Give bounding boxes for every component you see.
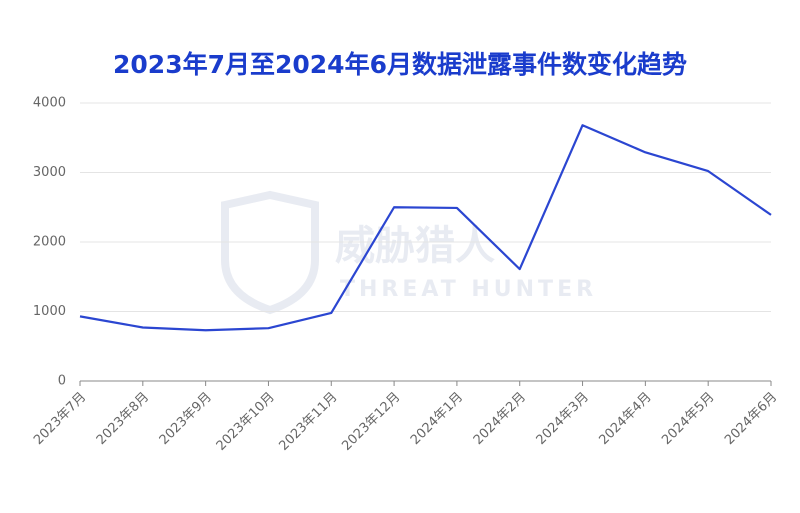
y-tick-label: 0 (58, 374, 66, 389)
y-tick-label: 3000 (33, 165, 66, 180)
y-tick-label: 4000 (33, 96, 66, 111)
chart-title: 2023年7月至2024年6月数据泄露事件数变化趋势 (113, 50, 687, 79)
y-tick-label: 1000 (33, 304, 66, 319)
line (79, 124, 772, 332)
watermark-logo (221, 190, 319, 315)
watermark-text: THREAT HUNTER (340, 277, 597, 302)
y-tick-label: 2000 (33, 235, 66, 250)
watermark-text: 威胁猎人 (335, 223, 495, 269)
